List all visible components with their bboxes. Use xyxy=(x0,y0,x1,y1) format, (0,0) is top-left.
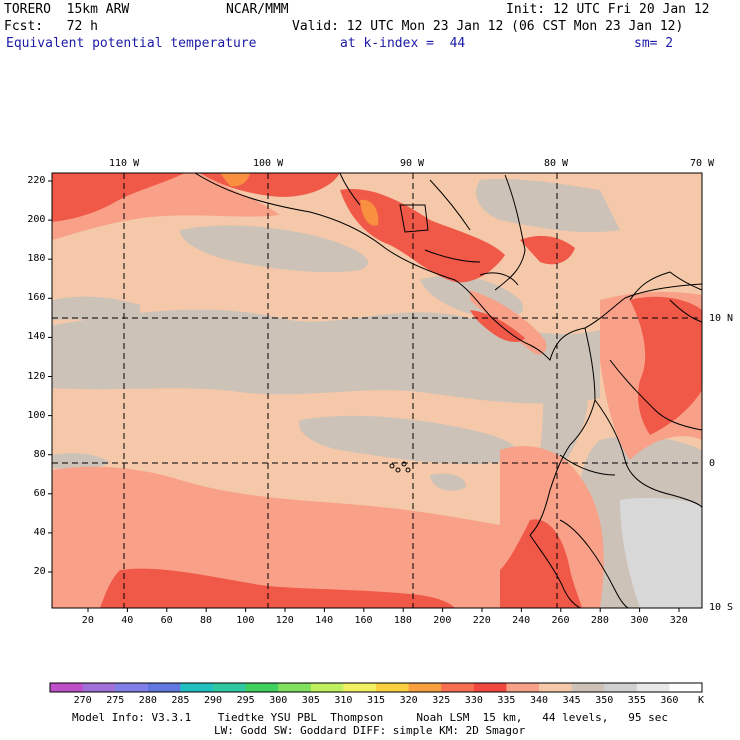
colorbar-label: 355 xyxy=(627,695,646,706)
y-tick-label: 100 xyxy=(27,409,46,421)
colorbar-label: 350 xyxy=(595,695,614,706)
lon-label-110w: 110 W xyxy=(109,158,140,169)
x-tick-label: 60 xyxy=(160,615,173,626)
field-lightgray xyxy=(620,497,702,608)
x-tick-label: 220 xyxy=(472,615,491,626)
field-orange-spots xyxy=(220,173,379,226)
x-tick-label: 80 xyxy=(200,615,213,626)
colorbar-swatch xyxy=(180,683,214,692)
y-tick-label: 140 xyxy=(27,331,46,343)
colorbar-label: 345 xyxy=(562,695,581,706)
map-frame xyxy=(51,172,703,609)
y-tick-label: 40 xyxy=(33,526,46,538)
latlon-grid xyxy=(52,173,702,608)
field-name: Equivalent potential temperature xyxy=(6,36,257,51)
forecast-hour: Fcst: 72 h xyxy=(4,19,98,34)
colorbar-swatch xyxy=(376,683,410,692)
smoothing: sm= 2 xyxy=(634,36,674,51)
lon-label-80w: 80 W xyxy=(544,158,569,169)
colorbar-swatch xyxy=(278,683,312,692)
colorbar-label: 320 xyxy=(399,695,418,706)
colorbar-label: 300 xyxy=(269,695,288,706)
colorbar-swatch xyxy=(310,683,344,692)
coastlines xyxy=(194,173,702,608)
x-tick-label: 120 xyxy=(275,615,294,626)
colorbar-swatch xyxy=(669,683,703,692)
x-tick-label: 140 xyxy=(315,615,334,626)
colorbar-swatch xyxy=(441,683,475,692)
y-tick-label: 220 xyxy=(27,175,46,186)
colorbar-swatch xyxy=(604,683,638,692)
lon-label-70w: 70 W xyxy=(690,158,715,169)
x-tick-label: 200 xyxy=(433,615,452,626)
lat-label-10n: 10 N xyxy=(709,313,734,324)
field-gray-regions xyxy=(52,178,702,608)
model-physics: LW: Godd SW: Goddard DIFF: simple KM: 2D… xyxy=(214,724,526,737)
colorbar-swatch xyxy=(115,683,149,692)
colorbar-label: 285 xyxy=(171,695,190,706)
lat-label-0: 0 xyxy=(709,458,716,469)
colorbar-swatch xyxy=(50,683,84,692)
center-name: NCAR/MMM xyxy=(226,2,289,17)
colorbar-swatch xyxy=(147,683,181,692)
colorbar-unit: K xyxy=(698,695,705,706)
colorbar-label: 335 xyxy=(497,695,516,706)
model-name: TORERO 15km ARW xyxy=(4,2,130,17)
x-tick-label: 240 xyxy=(512,615,531,626)
colorbar-swatch xyxy=(473,683,507,692)
colorbar-swatch xyxy=(539,683,573,692)
y-tick-label: 20 xyxy=(33,566,46,577)
x-tick-label: 160 xyxy=(354,615,373,626)
colorbar-label: 310 xyxy=(334,695,353,706)
colorbar-label: 290 xyxy=(204,695,223,706)
colorbar-label: 275 xyxy=(106,695,125,706)
lon-label-90w: 90 W xyxy=(400,158,425,169)
colorbar-swatch xyxy=(636,683,670,692)
colorbar-swatch xyxy=(213,683,247,692)
colorbar-label: 330 xyxy=(464,695,483,706)
lat-label-10s: 10 S xyxy=(709,602,734,613)
colorbar-label: 315 xyxy=(367,695,386,706)
x-tick-label: 280 xyxy=(590,615,609,626)
model-info: Model Info: V3.3.1 Tiedtke YSU PBL Thomp… xyxy=(72,711,669,724)
x-tick-label: 100 xyxy=(236,615,255,626)
y-tick-label: 80 xyxy=(33,448,46,460)
y-tick-label: 200 xyxy=(27,214,46,226)
valid-time: Valid: 12 UTC Mon 23 Jan 12 (06 CST Mon … xyxy=(292,19,684,34)
colorbar-swatch xyxy=(571,683,605,692)
init-time: Init: 12 UTC Fri 20 Jan 12 xyxy=(506,2,710,17)
colorbar-label: 270 xyxy=(73,695,92,706)
x-tick-label: 180 xyxy=(393,615,412,626)
y-tick-label: 160 xyxy=(27,292,46,304)
y-tick-label: 120 xyxy=(27,370,46,382)
colorbar-label: 280 xyxy=(138,695,157,706)
level-index: at k-index = 44 xyxy=(340,36,466,51)
x-tick-label: 40 xyxy=(121,615,134,626)
colorbar-label: 360 xyxy=(660,695,679,706)
colorbar-swatch xyxy=(245,683,279,692)
colorbar-label: 340 xyxy=(530,695,549,706)
x-tick-label: 320 xyxy=(669,615,688,626)
colorbar-swatch xyxy=(408,683,442,692)
colorbar-frame xyxy=(49,682,703,693)
colorbar-label: 305 xyxy=(301,695,320,706)
x-tick-label: 260 xyxy=(551,615,570,626)
colorbar-swatch xyxy=(343,683,377,692)
colorbar-swatch xyxy=(82,683,116,692)
y-tick-label: 180 xyxy=(27,253,46,265)
lon-label-100w: 100 W xyxy=(253,158,284,169)
colorbar-label: 295 xyxy=(236,695,255,706)
y-tick-label: 60 xyxy=(33,487,46,499)
colorbar-swatch xyxy=(506,683,540,692)
colorbar-label: 325 xyxy=(432,695,451,706)
x-tick-label: 300 xyxy=(630,615,649,626)
x-tick-label: 20 xyxy=(81,615,94,626)
